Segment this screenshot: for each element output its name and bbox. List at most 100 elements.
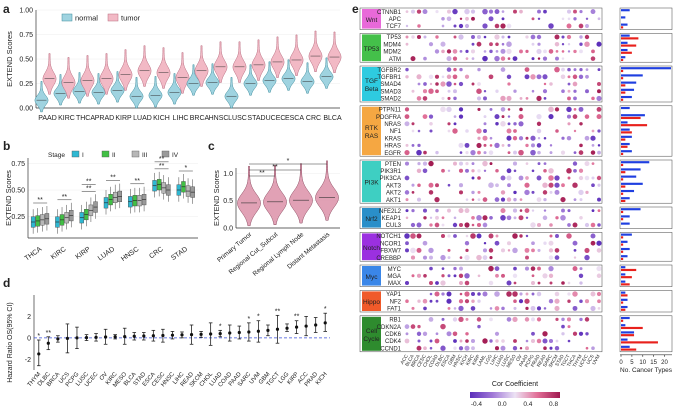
correlation-dot [477,67,481,72]
correlation-dot [512,56,518,61]
correlation-dot [596,291,602,297]
correlation-dot [512,233,518,239]
correlation-dot [584,222,590,228]
correlation-dot [573,49,577,54]
hazard-point [123,334,127,339]
correlation-dot [567,209,571,213]
correlation-dot [405,42,409,46]
correlation-dot [458,190,464,195]
correlation-dot [495,89,499,93]
correlation-dot [429,281,433,285]
violin-tumor [99,53,114,95]
hazard-point [75,336,79,340]
correlation-dot [507,108,511,111]
correlation-dot [494,34,500,40]
x-tick-label: Regional Lymph Node [252,231,306,278]
correlation-dot [471,190,475,195]
correlation-dot [530,305,536,311]
correlation-dot [488,280,494,286]
cancer-type-label: PAAD [518,353,530,367]
correlation-dot [513,306,517,310]
correlation-dot [489,107,493,111]
correlation-dot [548,182,554,188]
bar-positive [621,171,626,174]
correlation-dot [434,291,440,297]
cancer-type-label: LIHC [489,353,500,366]
legend-label: II [112,152,116,159]
correlation-dot [405,10,409,13]
correlation-dot [477,150,481,155]
correlation-dot [518,136,524,141]
correlation-dot [489,144,493,147]
bar-positive [621,326,643,330]
correlation-dot [482,135,488,141]
bar-negative [621,331,635,334]
correlation-dot [416,197,422,202]
correlation-dot [542,273,548,279]
correlation-dot [506,291,512,297]
x-tick-label: KIRC [50,246,68,261]
correlation-dot [471,215,475,220]
y-axis-label: Hazard Ratio OS(95% CI) [7,302,14,383]
x-tick-label: THCA [76,115,95,122]
correlation-dot [416,74,422,80]
correlation-dot [537,17,541,21]
x-tick-label: CRC [306,115,321,122]
cancer-type-label: UVM [591,354,602,366]
correlation-dot [590,291,596,297]
correlation-dot [548,338,554,344]
correlation-dot [489,339,493,343]
panel-label-b: b [3,139,10,153]
correlation-dot [404,324,410,329]
correlation-dot [422,298,428,304]
correlation-dot [477,324,481,329]
correlation-dot [494,291,500,297]
legend-label: IV [172,152,179,159]
correlation-dot [512,247,518,254]
hazard-point [237,330,241,335]
bar-negative [621,161,650,164]
gene-label: MAX [388,281,401,287]
bar-positive [621,145,628,148]
correlation-dot [416,273,422,278]
correlation-dot [543,197,547,202]
correlation-dot [567,339,571,343]
correlation-dot [537,281,541,285]
bar-group-frame [619,159,673,204]
correlation-dot [501,115,505,119]
correlation-dot [495,234,499,238]
correlation-dot [417,161,421,166]
correlation-dot [530,34,536,40]
correlation-dot [573,249,577,252]
correlation-dot [591,346,595,350]
y-tick-label: 0.25 [11,214,25,221]
bar-negative [621,135,632,138]
gene-label: MYC [388,267,402,273]
correlation-dot [500,121,506,127]
correlation-dot [464,142,470,148]
gene-label: NRAS [384,122,401,128]
correlation-dot [458,273,464,278]
y-tick-label: 0.5 [223,198,233,205]
correlation-dot [500,56,506,61]
correlation-dot [560,197,566,203]
correlation-dot [585,17,589,21]
correlation-dot [537,162,541,166]
correlation-dot [452,222,458,228]
gene-label: CDK4 [385,339,402,345]
x-tick-label: STAD [247,115,265,122]
correlation-dot [561,208,565,213]
correlation-dot [471,223,475,227]
correlation-dot [513,150,517,155]
correlation-dot [447,129,451,133]
correlation-dot [453,161,457,166]
correlation-dot [489,307,493,310]
legend-swatch [71,150,80,158]
correlation-dot [524,298,530,304]
correlation-dot [411,129,415,133]
correlation-dot [530,74,536,80]
correlation-dot [536,128,542,134]
correlation-dot [542,182,548,188]
correlation-dot [507,82,511,86]
correlation-dot [464,8,470,15]
